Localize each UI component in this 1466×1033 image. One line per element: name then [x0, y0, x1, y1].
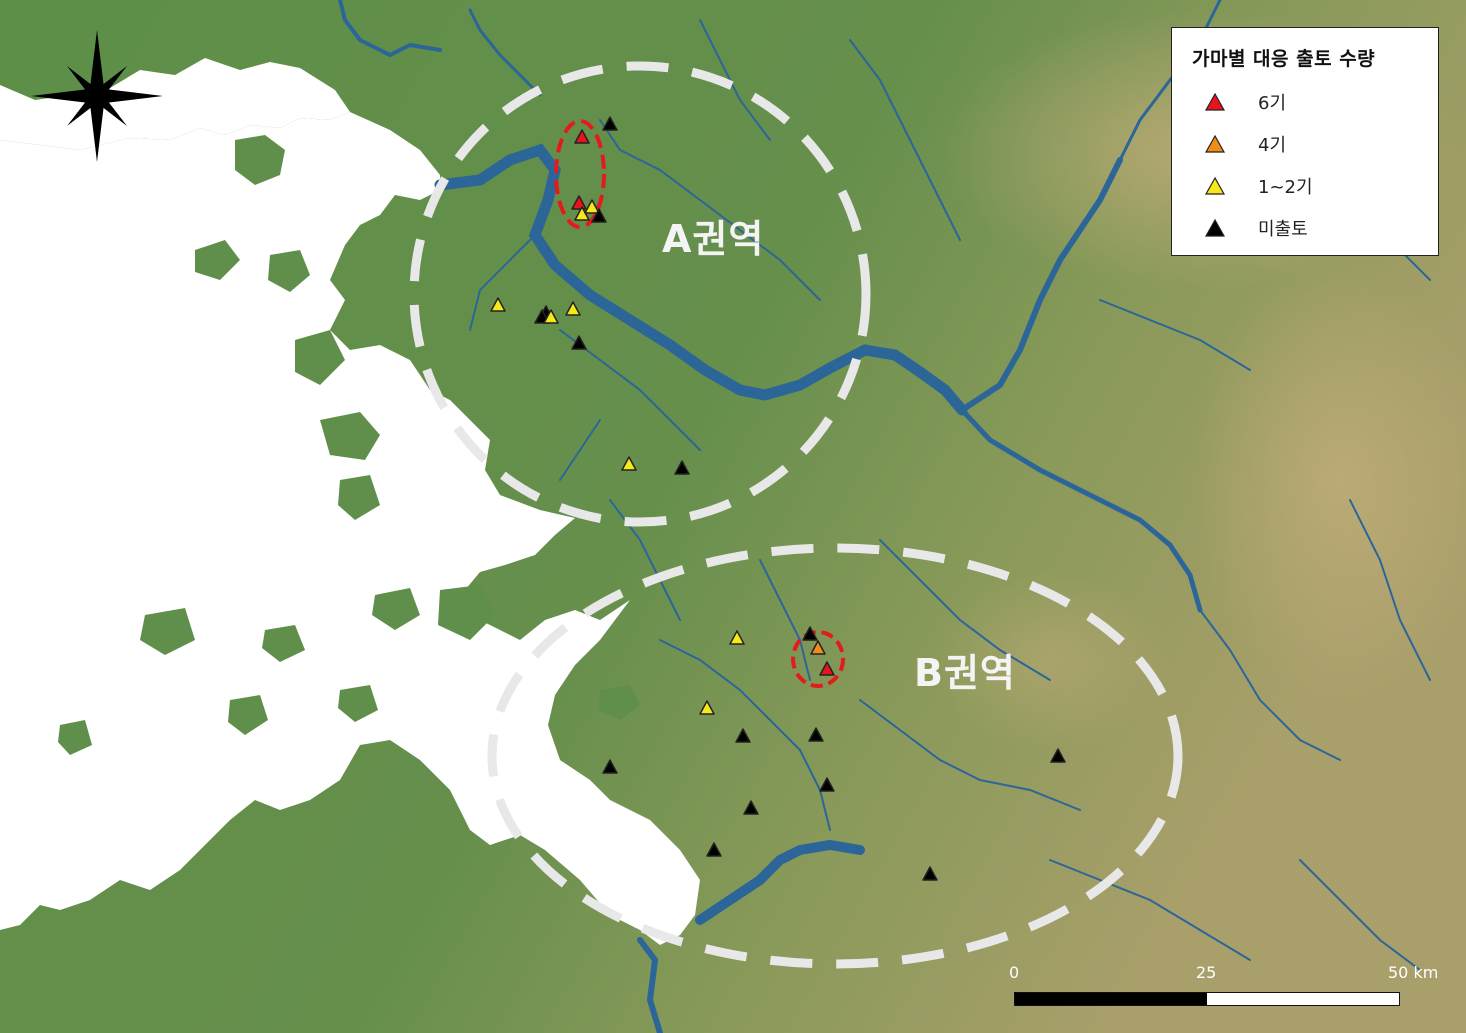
island: [338, 685, 378, 722]
north-arrow-icon: [31, 30, 163, 162]
legend-label: 4기: [1258, 135, 1287, 156]
legend: 가마별 대응 출토 수량 6기 4기 1~2기 미출토: [1171, 27, 1439, 256]
island: [438, 585, 495, 640]
island: [598, 685, 640, 720]
kiln-site-6[interactable]: [819, 661, 835, 676]
kiln-markers: [490, 116, 1066, 881]
sea-area: [0, 112, 700, 945]
kiln-site-none[interactable]: [571, 335, 587, 350]
kiln-site-none[interactable]: [602, 116, 618, 131]
kiln-site-1-2[interactable]: [565, 301, 581, 316]
island: [235, 135, 285, 185]
highland-area: [930, 570, 1170, 750]
kiln-site-none[interactable]: [922, 866, 938, 881]
region-a-label: A권역: [662, 217, 765, 261]
sea-area: [0, 58, 350, 150]
kiln-site-1-2[interactable]: [584, 199, 600, 214]
kiln-site-none[interactable]: [808, 727, 824, 742]
legend-item-4: 4기: [1192, 123, 1422, 165]
kiln-site-1-2[interactable]: [621, 456, 637, 471]
kiln-site-none[interactable]: [819, 777, 835, 792]
kiln-site-6[interactable]: [571, 195, 587, 210]
scale-tick-50: 50 km: [1388, 963, 1439, 982]
scale-bar: [1014, 992, 1400, 1006]
legend-item-6: 6기: [1192, 81, 1422, 123]
kiln-site-none[interactable]: [706, 842, 722, 857]
kiln-site-1-2[interactable]: [543, 309, 559, 324]
red-triangle-icon: [1204, 92, 1226, 111]
black-triangle-icon: [1204, 218, 1226, 237]
kiln-site-none[interactable]: [1050, 748, 1066, 763]
highlight-oval-b: [791, 630, 845, 688]
island: [338, 475, 380, 520]
island: [195, 240, 240, 280]
island: [372, 588, 420, 630]
kiln-site-none[interactable]: [674, 460, 690, 475]
kiln-site-1-2[interactable]: [729, 630, 745, 645]
island: [262, 625, 305, 662]
kiln-site-6[interactable]: [574, 129, 590, 144]
scale-tick-0: 0: [1009, 963, 1020, 982]
island: [58, 720, 92, 755]
region-a-boundary: [409, 61, 871, 527]
region-b-boundary: [487, 543, 1183, 969]
legend-title: 가마별 대응 출토 수량: [1192, 48, 1376, 70]
island: [320, 412, 380, 460]
legend-item-none: 미출토: [1192, 207, 1422, 249]
orange-triangle-icon: [1204, 134, 1226, 153]
scale-bar-segment: [1015, 993, 1207, 1005]
kiln-site-none[interactable]: [602, 759, 618, 774]
legend-item-1-2: 1~2기: [1192, 165, 1422, 207]
region-b-label: B권역: [914, 651, 1016, 695]
island: [228, 695, 268, 735]
island: [295, 330, 345, 385]
island: [140, 608, 195, 655]
yellow-triangle-icon: [1204, 176, 1226, 195]
scale-tick-25: 25: [1196, 963, 1217, 982]
legend-label: 1~2기: [1258, 177, 1313, 198]
kiln-site-1-2[interactable]: [699, 700, 715, 715]
scale-bar-segment: [1207, 993, 1399, 1005]
kiln-site-none[interactable]: [735, 728, 751, 743]
legend-label: 미출토: [1258, 219, 1308, 240]
kiln-site-none[interactable]: [743, 800, 759, 815]
kiln-site-4[interactable]: [810, 640, 826, 655]
highland-area: [1190, 260, 1466, 700]
island: [268, 250, 310, 292]
highlight-oval-a: [554, 119, 606, 229]
kiln-site-none[interactable]: [802, 626, 818, 641]
kiln-site-none[interactable]: [591, 208, 607, 223]
legend-label: 6기: [1258, 93, 1287, 114]
kiln-site-1-2[interactable]: [490, 297, 506, 312]
